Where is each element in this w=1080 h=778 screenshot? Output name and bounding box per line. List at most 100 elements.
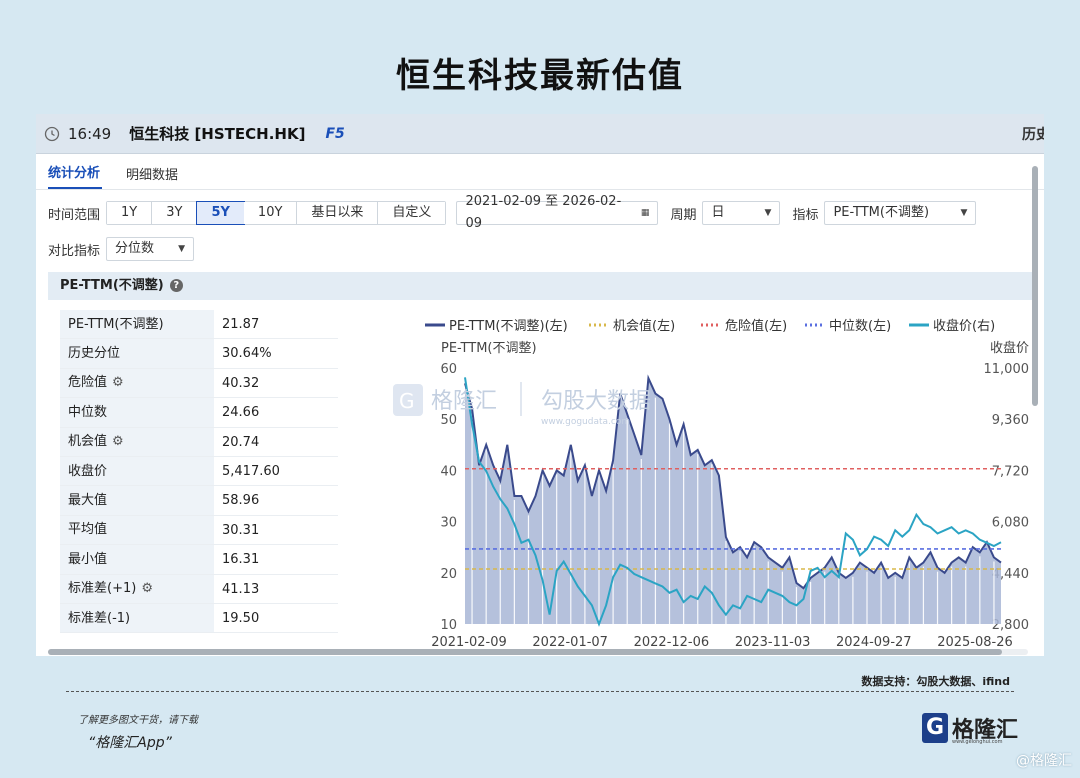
tab-bar: 统计分析 明细数据 [36, 154, 1044, 190]
x-tick: 2022-12-06 [634, 635, 710, 650]
history-button[interactable]: 历史 [1022, 126, 1044, 143]
data-source: 数据支持：勾股大数据、ifind [861, 675, 1010, 688]
legend-label: 机会值(左) [613, 318, 675, 334]
x-tick: 2021-02-09 [431, 635, 507, 650]
stat-label-text: 最大值 [68, 493, 108, 509]
stat-label-text: 历史分位 [68, 346, 121, 362]
stat-row: 平均值 30.31 [60, 515, 338, 546]
vertical-scrollbar[interactable] [1032, 160, 1040, 642]
legend-label: 中位数(左) [829, 319, 891, 334]
y-left-tick: 40 [440, 464, 457, 479]
clock-icon [44, 126, 60, 141]
range-option-1y[interactable]: 1Y [107, 202, 153, 224]
section-title: PE-TTM(不调整) [60, 278, 164, 293]
watermark-url: www.gogudata.com [541, 417, 630, 427]
indicator-select[interactable]: PE-TTM(不调整) ▼ [824, 201, 977, 225]
period-value: 日 [711, 205, 725, 220]
stat-label-text: 危险值 [68, 375, 108, 391]
stat-row: 标准差(+1) ⚙ 41.13 [60, 574, 338, 604]
gear-icon[interactable]: ⚙ [141, 581, 153, 597]
stat-row: 最小值 16.31 [60, 545, 338, 575]
period-label: 周期 [670, 207, 697, 223]
stat-row: PE-TTM(不调整) 21.87 [60, 310, 338, 340]
tab-details[interactable]: 明细数据 [126, 168, 179, 183]
scroll-thumb[interactable] [1032, 166, 1038, 406]
range-label: 时间范围 [48, 207, 101, 223]
y-right-axis-title: 收盘价 [990, 340, 1029, 356]
range-option-5y[interactable]: 5Y [196, 201, 245, 225]
stat-label: 标准差(-1) [60, 603, 214, 633]
compare-label: 对比指标 [48, 243, 101, 259]
stat-value: 19.50 [222, 610, 260, 626]
help-icon[interactable]: ? [169, 279, 183, 292]
watermark-logo [393, 384, 423, 416]
stat-label-text: 机会值 [68, 434, 108, 450]
stat-label-text: 收盘价 [68, 463, 108, 479]
f5-hotkey[interactable]: F5 [325, 125, 345, 142]
filter-row-compare: 对比指标 分位数 ▼ [48, 236, 976, 262]
stat-label: PE-TTM(不调整) [60, 310, 214, 339]
x-tick: 2024-09-27 [836, 635, 912, 650]
stat-label: 最小值 [60, 545, 214, 574]
watermark-logo-letter: G [399, 389, 415, 413]
logo-icon: G [922, 713, 948, 743]
chevron-down-icon: ▼ [764, 208, 772, 218]
legend-label: PE-TTM(不调整)(左) [449, 319, 568, 334]
compare-value: 分位数 [115, 241, 155, 256]
security-name: 恒生科技 [HSTECH.HK] [129, 125, 306, 143]
y-right-tick: 7,720 [992, 464, 1029, 479]
range-segmented: 1Y 3Y 5Y 10Y 基日以来 自定义 [106, 201, 447, 225]
range-option-since-base[interactable]: 基日以来 [297, 202, 379, 224]
stat-value: 30.31 [222, 522, 260, 538]
stat-label: 历史分位 [60, 339, 214, 368]
period-select[interactable]: 日 ▼ [702, 201, 781, 225]
stat-label: 标准差(+1) ⚙ [60, 574, 214, 603]
stat-row: 机会值 ⚙ 20.74 [60, 427, 338, 457]
scroll-thumb[interactable] [48, 649, 1002, 655]
brand-url: www.gelonghui.com [952, 739, 1003, 745]
stat-label: 收盘价 [60, 456, 214, 486]
stat-value: 58.96 [222, 493, 260, 509]
y-right-tick: 11,000 [984, 362, 1030, 377]
filter-row-range: 时间范围 1Y 3Y 5Y 10Y 基日以来 自定义 2021-02-09 至 … [48, 194, 977, 231]
range-option-custom[interactable]: 自定义 [378, 202, 446, 224]
stat-row: 中位数 24.66 [60, 398, 338, 428]
compare-select[interactable]: 分位数 ▼ [106, 237, 195, 261]
stat-label: 最大值 [60, 486, 214, 515]
pe-area [465, 378, 1001, 624]
range-option-10y[interactable]: 10Y [243, 202, 298, 224]
pe-line [464, 374, 1002, 590]
chevron-down-icon: ▼ [178, 244, 186, 254]
calendar-icon: ▦ [640, 208, 650, 218]
tab-statistics[interactable]: 统计分析 [48, 162, 103, 189]
stat-label-text: 中位数 [68, 404, 108, 420]
indicator-label: 指标 [792, 207, 819, 223]
stat-label: 中位数 [60, 398, 214, 427]
y-left-tick: 30 [440, 516, 457, 531]
stat-label-text: 标准差(-1) [68, 610, 131, 626]
y-left-tick: 50 [440, 413, 457, 428]
gear-icon[interactable]: ⚙ [112, 434, 124, 450]
x-tick: 2025-08-26 [937, 635, 1013, 650]
legend-label: 收盘价(右) [933, 318, 995, 334]
watermark-brand: 格隆汇 [431, 389, 497, 414]
titlebar: 16:49 恒生科技 [HSTECH.HK] F5 历史 [36, 114, 1044, 154]
promo-app-name: “格隆汇App” [88, 735, 172, 751]
gear-icon[interactable]: ⚙ [112, 375, 124, 391]
stat-label: 危险值 ⚙ [60, 368, 214, 398]
chart-svg: PE-TTM(不调整)(左) 机会值(左) 危险值(左) 中位数(左) 收盘价(右) PE… [393, 318, 1030, 650]
valuation-chart: PE-TTM(不调整)(左) 机会值(左) 危险值(左) 中位数(左) 收盘价(右) PE… [381, 308, 1041, 650]
close-price-line [464, 377, 1002, 627]
horizontal-scrollbar[interactable] [38, 648, 1038, 656]
date-range-picker[interactable]: 2021-02-09 至 2026-02-09 ▦ [456, 194, 659, 231]
stat-label-text: PE-TTM(不调整) [68, 316, 164, 332]
range-option-3y[interactable]: 3Y [152, 202, 198, 224]
stat-label-text: 标准差(+1) [68, 581, 137, 597]
stat-row: 标准差(-1) 19.50 [60, 603, 338, 634]
section-header: PE-TTM(不调整)? [48, 272, 1032, 300]
y-left-tick: 60 [440, 362, 457, 377]
filter-panel: 时间范围 1Y 3Y 5Y 10Y 基日以来 自定义 2021-02-09 至 … [48, 194, 977, 262]
brand-logo: G 格隆汇 www.gelonghui.com [922, 712, 1018, 745]
watermark-subbrand: 勾股大数据 [541, 389, 651, 414]
corner-watermark: @格隆汇 [1016, 753, 1072, 769]
